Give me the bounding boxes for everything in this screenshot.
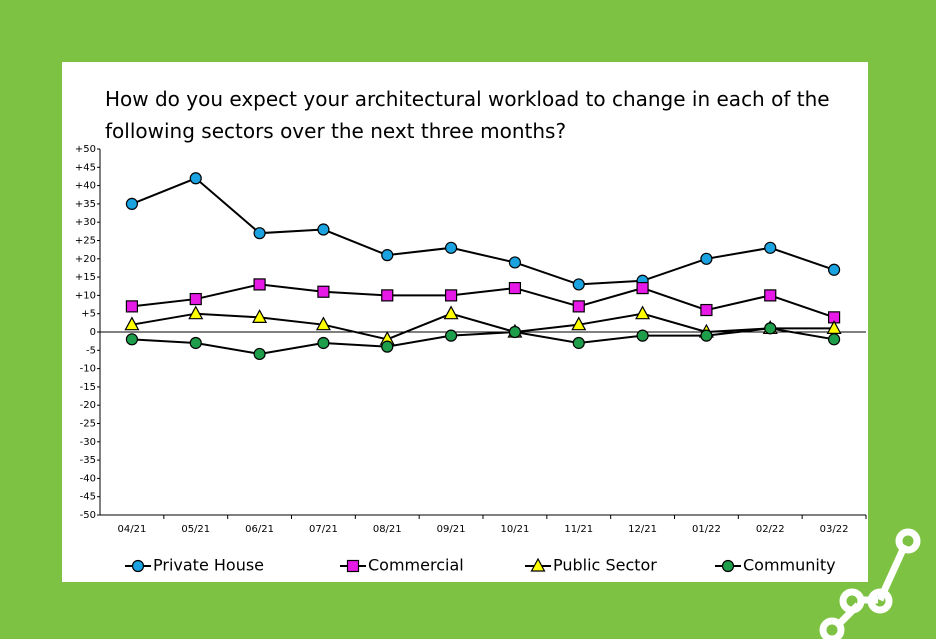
legend-marker [346,559,360,573]
marker [189,292,202,306]
y-tick-label: -25 [80,419,96,430]
x-tick-label: 07/21 [309,524,338,535]
y-tick-label: +5 [81,309,96,320]
series-line [131,327,835,355]
y-tick-label: +50 [75,144,96,155]
marker [572,336,585,350]
marker [444,329,458,342]
marker [125,300,139,313]
marker [764,241,777,254]
y-tick-label: +35 [75,199,96,210]
marker [381,289,394,302]
marker [189,172,202,185]
marker [125,333,139,346]
x-tick-label: 04/21 [118,524,147,535]
chart-title: following sectors over the next three mo… [105,119,566,143]
legend-label: Community [743,556,836,575]
x-tick-label: 05/21 [181,524,210,535]
series-line [131,177,835,286]
y-tick-label: -50 [80,510,96,521]
marker [317,336,330,350]
marker [381,249,394,262]
marker [189,336,202,350]
marker [700,303,713,317]
marker [253,227,266,240]
y-tick-label: +25 [75,236,96,247]
y-tick-label: -15 [80,382,96,393]
y-tick-label: +20 [75,254,96,265]
x-tick-label: 09/21 [437,524,466,535]
y-tick-label: -30 [80,437,96,448]
x-tick-label: 10/21 [501,524,530,535]
marker [188,305,204,320]
x-tick-label: 03/22 [820,524,849,535]
y-tick-label: -45 [80,492,96,503]
y-tick-label: -20 [80,400,96,411]
marker [124,316,140,331]
marker [572,278,585,291]
x-tick-label: 02/22 [756,524,785,535]
marker [764,322,777,335]
legend-label: Public Sector [553,556,657,575]
marker [827,263,841,276]
marker [636,281,649,295]
marker [125,197,139,210]
marker [508,281,522,295]
x-tick-label: 12/21 [628,524,657,535]
y-tick-label: +40 [75,181,96,192]
marker [571,316,587,331]
y-tick-label: -35 [80,455,96,466]
marker [508,325,522,339]
marker [443,305,459,320]
y-tick-label: -40 [80,473,96,484]
marker [700,252,713,265]
marker [572,300,585,313]
marker [252,309,268,323]
y-tick-label: -5 [86,345,96,356]
marker [636,329,649,342]
legend-marker [530,557,546,572]
marker [381,340,394,353]
y-tick-label: +30 [75,217,96,228]
marker [253,347,266,361]
marker [315,316,331,331]
series-line [131,283,835,319]
marker [635,305,651,320]
legend-marker [721,559,735,573]
y-tick-label: -10 [80,364,96,375]
panel [62,62,868,582]
marker [444,289,458,302]
marker [317,223,330,236]
marker [827,333,841,346]
marker [700,329,713,342]
series-line [131,312,835,341]
y-tick-label: +45 [75,162,96,173]
decoration [819,528,921,639]
x-tick-label: 01/22 [692,524,721,535]
y-tick-label: +10 [75,290,96,301]
marker [508,256,522,269]
legend-label: Commercial [368,556,464,575]
x-tick-label: 06/21 [245,524,274,535]
marker [764,289,777,302]
x-tick-label: 08/21 [373,524,402,535]
marker [444,241,458,254]
y-tick-label: +15 [75,272,96,283]
y-tick-label: 0 [90,327,96,338]
legend-marker [131,559,145,573]
chart-title: How do you expect your architectural wor… [105,87,830,111]
legend-label: Private House [153,556,264,575]
x-tick-label: 11/21 [564,524,593,535]
marker [317,285,330,298]
marker [253,278,266,291]
